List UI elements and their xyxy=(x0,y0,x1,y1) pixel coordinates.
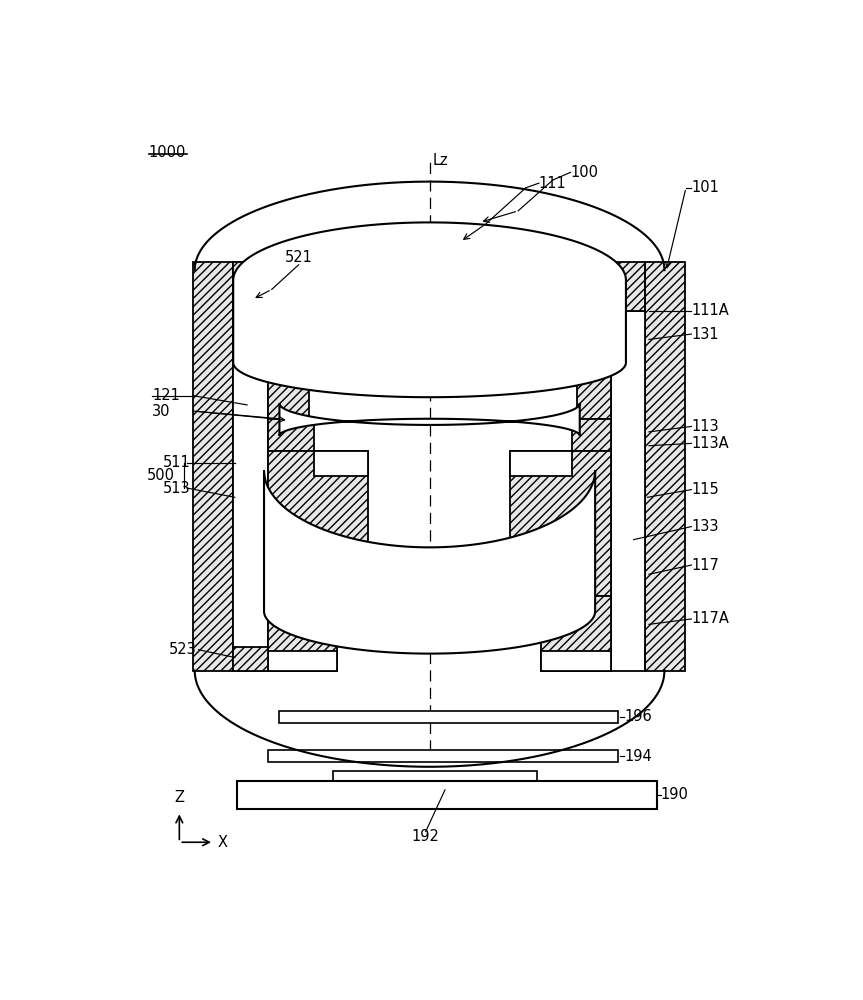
Text: 113: 113 xyxy=(691,419,719,434)
Text: 1000: 1000 xyxy=(148,145,186,160)
Polygon shape xyxy=(233,222,626,397)
Bar xyxy=(268,596,337,671)
Bar xyxy=(233,647,268,671)
Bar xyxy=(268,750,618,762)
Bar xyxy=(577,311,610,419)
Text: 523: 523 xyxy=(168,642,196,657)
Text: 190: 190 xyxy=(660,787,689,802)
Text: 117: 117 xyxy=(691,558,719,573)
Text: 113A: 113A xyxy=(691,436,729,451)
Text: Z: Z xyxy=(174,790,185,805)
Bar xyxy=(541,596,610,671)
Text: 192: 192 xyxy=(412,829,439,844)
Bar xyxy=(314,451,368,476)
Text: X: X xyxy=(217,835,228,850)
Bar xyxy=(572,419,610,451)
Bar xyxy=(233,311,268,671)
Text: 30: 30 xyxy=(153,404,171,419)
Bar xyxy=(233,262,268,311)
Text: 133: 133 xyxy=(691,519,719,534)
Bar xyxy=(268,651,337,671)
Text: 121: 121 xyxy=(153,388,180,403)
Bar xyxy=(610,262,646,311)
Text: 111A: 111A xyxy=(691,303,729,318)
Text: 511: 511 xyxy=(162,455,190,470)
Bar xyxy=(646,262,685,671)
Text: 513: 513 xyxy=(162,481,190,496)
Bar xyxy=(333,771,538,781)
Bar xyxy=(541,651,610,671)
Text: 111: 111 xyxy=(539,176,567,191)
Bar xyxy=(193,262,233,671)
Bar xyxy=(280,711,618,723)
Text: 115: 115 xyxy=(691,482,719,497)
Bar xyxy=(233,262,268,311)
Text: Lz: Lz xyxy=(432,153,448,168)
Text: 194: 194 xyxy=(625,749,652,764)
Bar xyxy=(237,781,657,809)
Text: 196: 196 xyxy=(625,709,652,724)
Bar xyxy=(610,311,646,671)
Text: 101: 101 xyxy=(691,180,719,195)
Text: 131: 131 xyxy=(691,327,719,342)
Text: 117A: 117A xyxy=(691,611,729,626)
Text: 521: 521 xyxy=(285,250,312,265)
Bar xyxy=(268,451,368,596)
Bar xyxy=(510,451,572,476)
Text: 100: 100 xyxy=(570,165,599,180)
Bar xyxy=(268,419,314,451)
Text: 500: 500 xyxy=(147,468,175,483)
Polygon shape xyxy=(280,403,580,436)
Polygon shape xyxy=(264,470,595,654)
Bar xyxy=(510,451,610,596)
Bar xyxy=(268,311,309,419)
